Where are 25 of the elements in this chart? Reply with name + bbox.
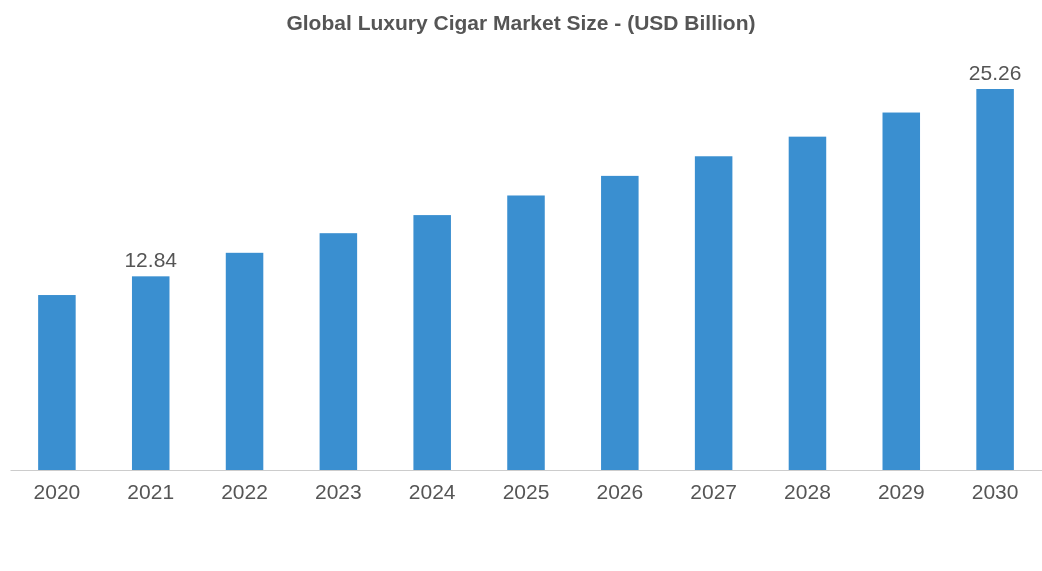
- x-tick-label: 2026: [596, 479, 644, 503]
- x-tick-label: 2025: [502, 479, 550, 503]
- x-tick-label: 2027: [690, 479, 737, 503]
- bar: [38, 295, 76, 470]
- bar: [788, 136, 827, 470]
- bar: [131, 276, 170, 470]
- x-tick-label: 2022: [221, 479, 268, 503]
- bar: [413, 215, 451, 470]
- x-tick-label: 2024: [408, 479, 456, 503]
- bar: [225, 252, 264, 470]
- bar: [882, 112, 921, 470]
- x-tick-label: 2028: [784, 479, 831, 503]
- data-label: 12.84: [124, 248, 178, 272]
- bar: [694, 156, 733, 470]
- x-tick-label: 2021: [127, 479, 175, 503]
- bar: [507, 195, 545, 470]
- x-tick-label: 2030: [971, 479, 1019, 503]
- x-tick-label: 2023: [315, 479, 362, 503]
- x-tick-label: 2020: [33, 479, 81, 503]
- x-tick-label: 2029: [877, 479, 925, 503]
- bar: [976, 89, 1014, 470]
- data-label: 25.26: [968, 61, 1022, 84]
- bar: [601, 175, 639, 470]
- bar: [319, 233, 358, 470]
- chart-title: Global Luxury Cigar Market Size - (USD Billion): [286, 11, 756, 34]
